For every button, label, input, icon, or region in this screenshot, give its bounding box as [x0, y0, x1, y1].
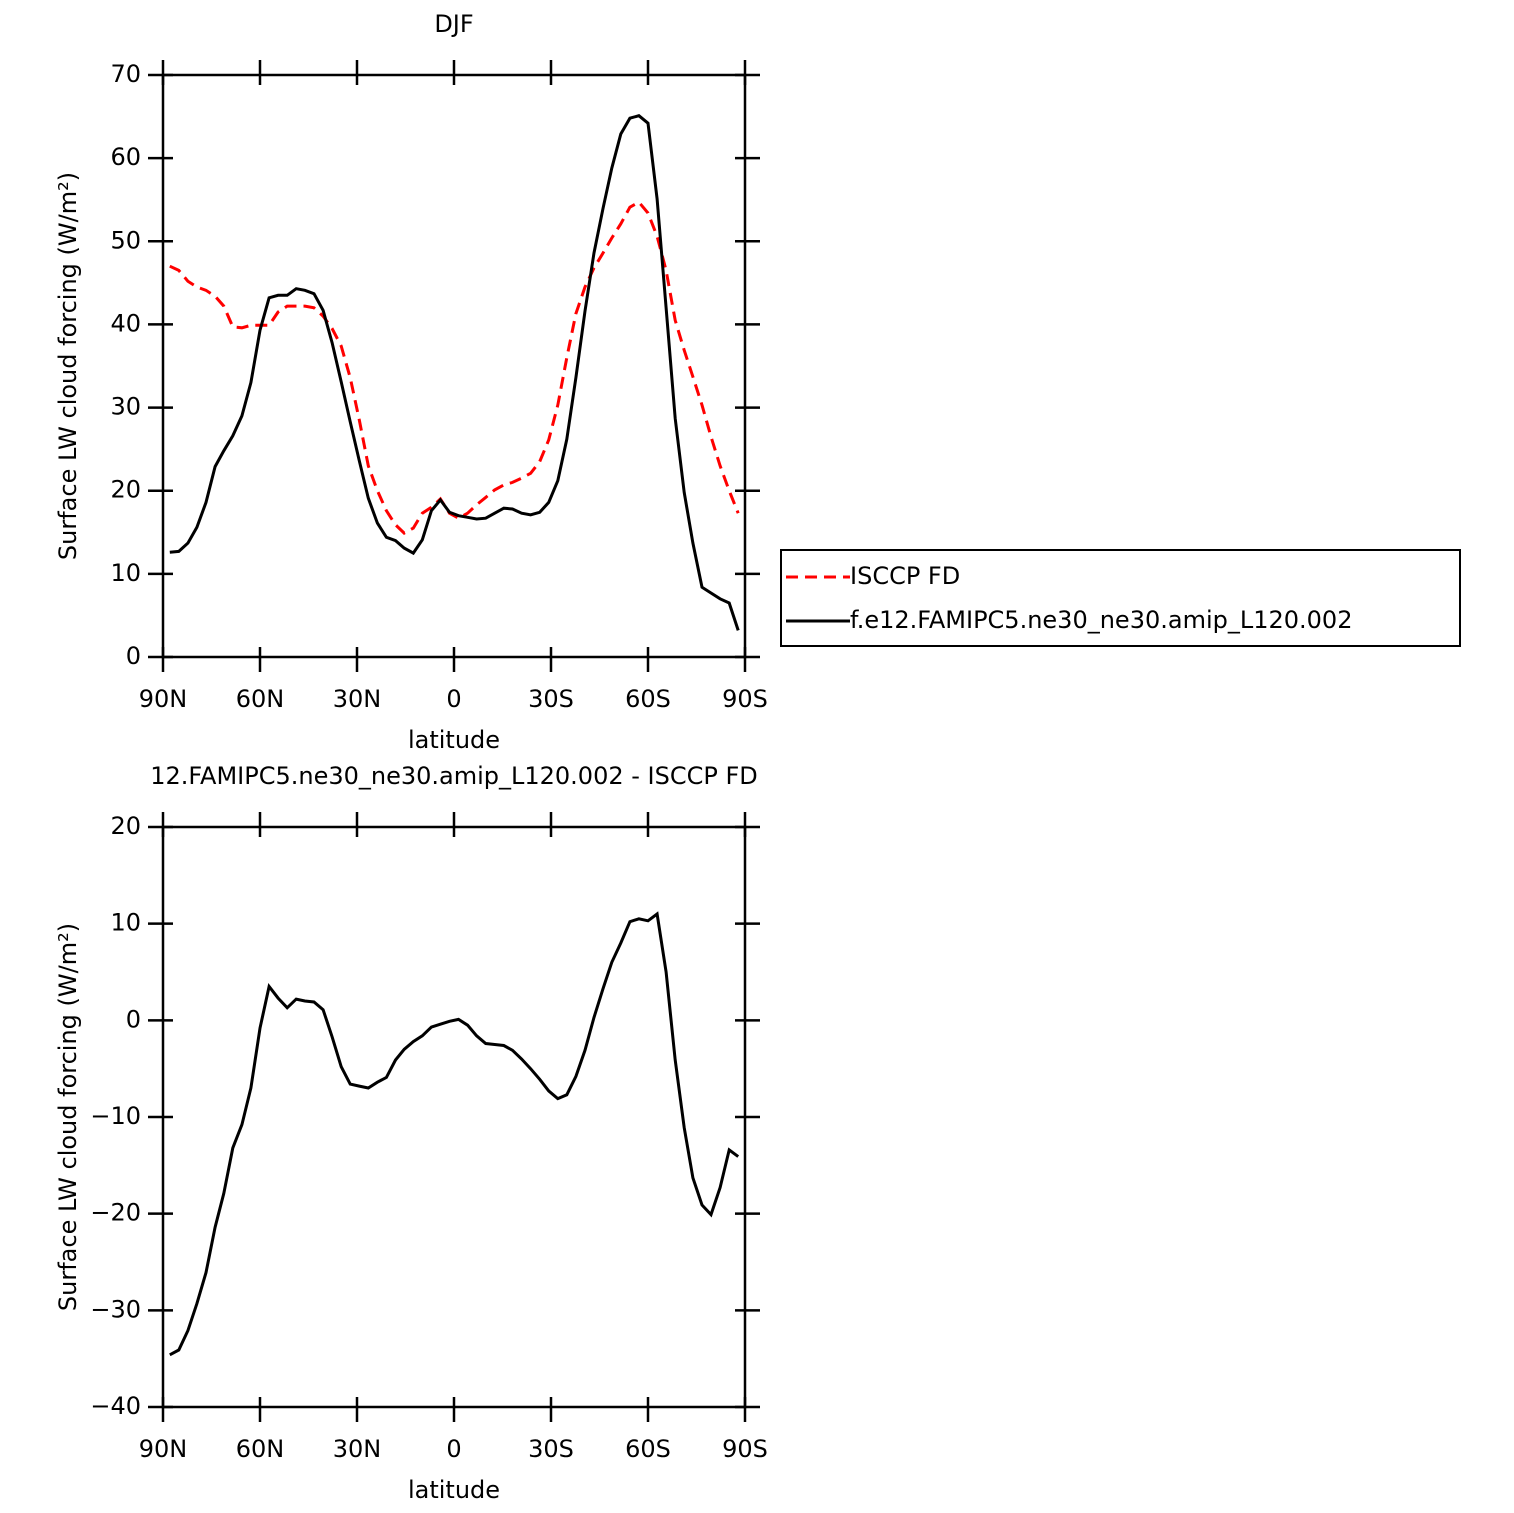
x-tick-label: 60N	[236, 685, 285, 713]
x-tick-label: 0	[446, 685, 461, 713]
data-line	[169, 911, 740, 1357]
y-tick-label: −20	[90, 1199, 141, 1227]
data-line	[169, 114, 740, 631]
plot-frame	[161, 73, 747, 659]
y-tick-label: −10	[90, 1102, 141, 1130]
legend-box	[780, 549, 1461, 647]
y-tick-label: 0	[126, 642, 141, 670]
x-tick-label: 30S	[528, 685, 574, 713]
y-tick-label: 20	[110, 476, 141, 504]
x-tick-label: 30N	[333, 685, 382, 713]
x-axis-label: latitude	[408, 1476, 500, 1504]
chart-title: DJF	[434, 10, 473, 38]
y-axis-label: Surface LW cloud forcing (W/m²)	[54, 923, 82, 1311]
y-tick-label: 10	[110, 909, 141, 937]
y-tick-label: 30	[110, 393, 141, 421]
y-axis-label: Surface LW cloud forcing (W/m²)	[54, 172, 82, 560]
y-tick-label: −40	[90, 1392, 141, 1420]
y-tick-label: 50	[110, 226, 141, 254]
x-tick-label: 0	[446, 1435, 461, 1463]
y-tick-label: 40	[110, 309, 141, 337]
x-tick-label: 30N	[333, 1435, 382, 1463]
y-tick-label: 0	[126, 1005, 141, 1033]
x-tick-label: 30S	[528, 1435, 574, 1463]
legend-label: f.e12.FAMIPC5.ne30_ne30.amip_L120.002	[850, 606, 1352, 634]
y-tick-label: −30	[90, 1295, 141, 1323]
x-tick-label: 60N	[236, 1435, 285, 1463]
y-tick-label: 20	[110, 812, 141, 840]
x-axis-label: latitude	[408, 726, 500, 754]
y-tick-label: 70	[110, 60, 141, 88]
x-tick-label: 90N	[139, 1435, 188, 1463]
x-tick-label: 90N	[139, 685, 188, 713]
x-tick-label: 90S	[722, 685, 768, 713]
y-tick-label: 60	[110, 143, 141, 171]
x-tick-label: 60S	[625, 1435, 671, 1463]
x-tick-label: 90S	[722, 1435, 768, 1463]
data-line	[169, 200, 740, 535]
legend-label: ISCCP FD	[850, 562, 960, 590]
x-tick-label: 60S	[625, 685, 671, 713]
chart-title: 12.FAMIPC5.ne30_ne30.amip_L120.002 - ISC…	[150, 762, 758, 790]
y-tick-label: 10	[110, 559, 141, 587]
